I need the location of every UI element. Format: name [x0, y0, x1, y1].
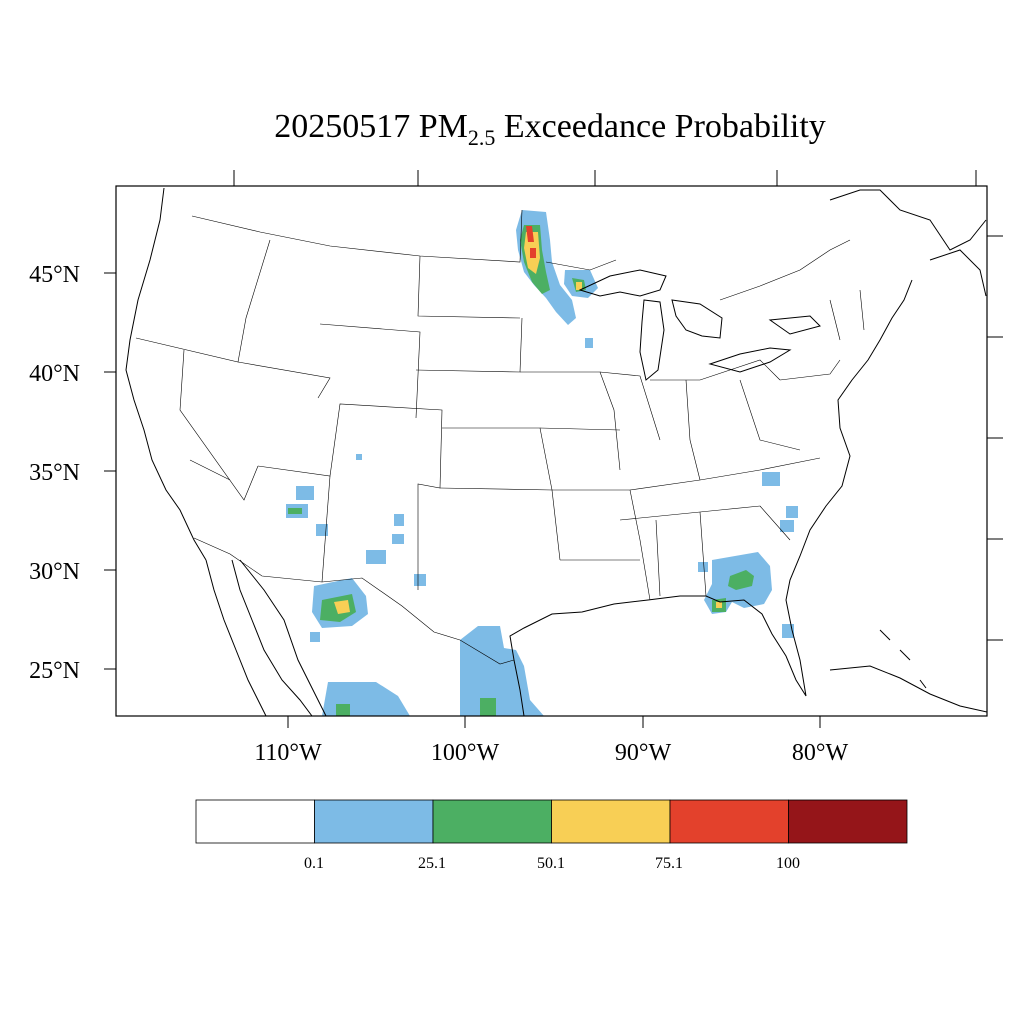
title-subscript: 2.5 — [467, 124, 496, 150]
smoke-chihuahua — [310, 578, 368, 642]
tick-marks — [104, 170, 1003, 728]
legend-box-5 — [788, 799, 908, 844]
title-suffix: Exceedance Probability — [503, 108, 826, 145]
state-boundaries — [135, 209, 865, 665]
latitude-labels: 45°N 40°N 35°N 30°N 25°N — [29, 262, 80, 684]
lon-label-110: 110°W — [254, 740, 322, 766]
legend-label-4: 100 — [776, 855, 800, 872]
legend-box-4 — [669, 799, 789, 844]
longitude-labels: 110°W 100°W 90°W 80°W — [254, 740, 848, 766]
map-area — [116, 186, 987, 716]
legend-box-2 — [432, 799, 552, 844]
lat-label-30: 30°N — [29, 559, 80, 585]
smoke-plume-north — [516, 210, 598, 348]
title-species: PM — [418, 108, 468, 145]
legend-label-1: 25.1 — [418, 855, 446, 872]
legend-box-3 — [551, 799, 671, 844]
legend-labels: 0.1 25.1 50.1 75.1 100 — [304, 855, 800, 872]
lat-label-40: 40°N — [29, 361, 80, 387]
probability-fields — [286, 210, 798, 716]
lon-label-80: 80°W — [792, 740, 849, 766]
map-title: 20250517 PM2.5 Exceedance Probability — [0, 108, 1024, 151]
title-date: 20250517 — [274, 108, 411, 145]
smoke-southeast — [698, 552, 794, 638]
color-legend — [195, 799, 908, 844]
lat-label-25: 25°N — [29, 658, 80, 684]
coastlines — [125, 187, 987, 716]
lat-label-45: 45°N — [29, 262, 80, 288]
legend-label-2: 50.1 — [537, 855, 565, 872]
legend-label-3: 75.1 — [655, 855, 683, 872]
legend-label-0: 0.1 — [304, 855, 324, 872]
smoke-southwest — [286, 454, 798, 586]
map-frame — [115, 185, 988, 717]
legend-box-0 — [195, 799, 315, 844]
lat-label-35: 35°N — [29, 460, 80, 486]
lon-label-100: 100°W — [431, 740, 500, 766]
lon-label-90: 90°W — [615, 740, 672, 766]
legend-box-1 — [314, 799, 434, 844]
smoke-mexico-south — [322, 626, 544, 716]
